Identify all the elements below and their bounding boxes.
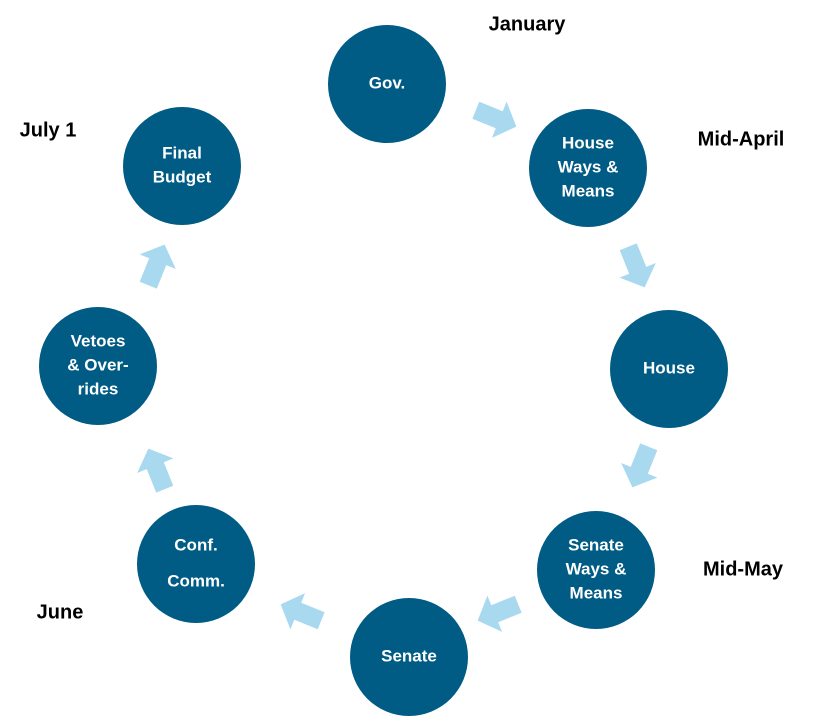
stage-label: rides <box>78 379 119 398</box>
period-label: Mid-May <box>703 558 784 580</box>
stage-label: Means <box>570 583 623 602</box>
stage-label: Senate <box>568 535 624 554</box>
cycle-arrow <box>472 101 517 138</box>
stage-circle <box>39 307 157 425</box>
cycle-arrow <box>280 593 325 630</box>
stage-label: Comm. <box>167 571 225 590</box>
cycle-arrow <box>139 244 176 289</box>
cycle-arrow <box>137 448 174 493</box>
period-label: June <box>37 601 84 623</box>
stage-circle <box>328 25 446 143</box>
stage-circle <box>537 511 655 629</box>
stage-label: Budget <box>153 167 212 186</box>
stage-label: Ways & <box>566 559 627 578</box>
cycle-arrow <box>621 443 658 488</box>
stage-label: Means <box>562 181 615 200</box>
stage-label: Ways & <box>558 157 619 176</box>
stage-label: House <box>643 358 695 377</box>
stage-label: House <box>562 133 614 152</box>
stage-label: Senate <box>381 646 437 665</box>
period-label: Mid-April <box>698 128 785 150</box>
stage-circle <box>137 505 255 623</box>
stage-label: Vetoes <box>71 331 126 350</box>
stage-label: Conf. <box>174 535 217 554</box>
stage-label: & Over- <box>67 355 128 374</box>
period-label: July 1 <box>20 119 77 141</box>
stage-label: Final <box>162 143 202 162</box>
cycle-arrow <box>619 243 656 288</box>
stage-label: Gov. <box>369 73 406 92</box>
cycle-arrow <box>477 595 522 632</box>
stage-circle <box>350 598 468 716</box>
stage-circle <box>123 107 241 225</box>
stage-circle <box>610 310 728 428</box>
period-label: January <box>489 13 567 35</box>
stage-circle <box>529 109 647 227</box>
